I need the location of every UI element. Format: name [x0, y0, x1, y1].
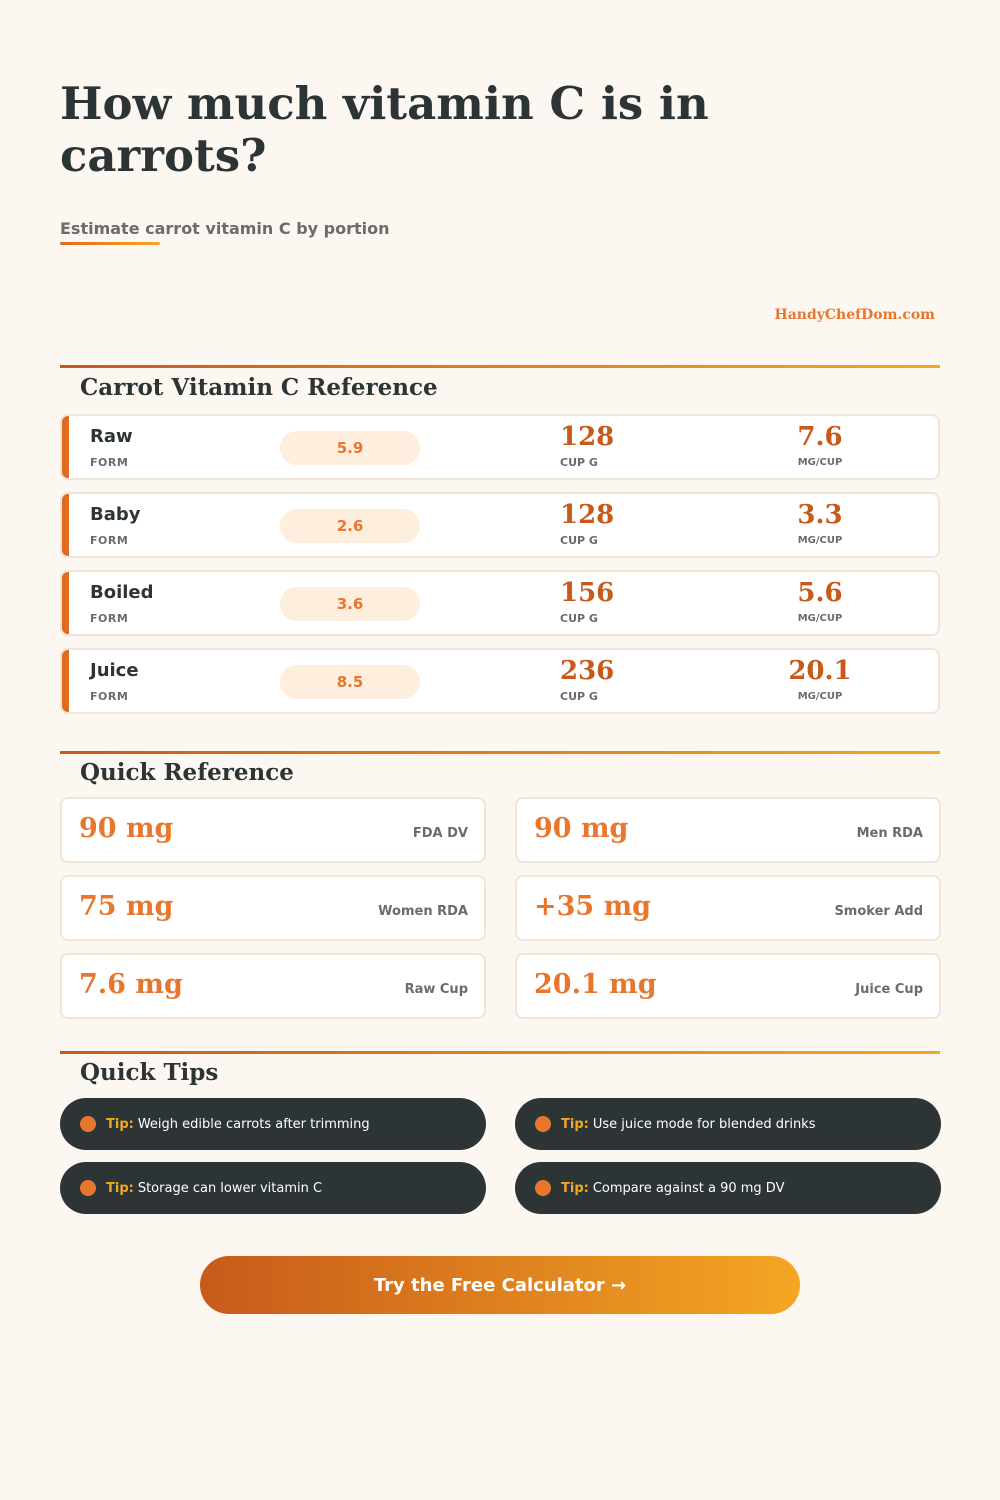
quick-ref-value: 75 mg	[79, 891, 174, 922]
tip-item: Tip: Compare against a 90 mg DV	[515, 1162, 941, 1214]
quick-ref-card: 7.6 mg Raw Cup	[60, 953, 486, 1019]
tip-prefix: Tip:	[106, 1180, 134, 1196]
tip-prefix: Tip:	[561, 1180, 589, 1196]
quick-ref-value: +35 mg	[534, 891, 652, 922]
tip-text: Weigh edible carrots after trimming	[137, 1116, 370, 1132]
quick-ref-label: Smoker Add	[834, 904, 923, 919]
section-divider	[60, 365, 940, 368]
form-name: Juice	[90, 660, 139, 681]
per-100g-pill: 2.6	[280, 509, 420, 543]
quick-reference-title: Quick Reference	[80, 759, 294, 786]
form-name: Baby	[90, 504, 141, 525]
page-title: How much vitamin C is in carrots?	[60, 77, 709, 182]
form-name: Raw	[90, 426, 133, 447]
dot-icon	[535, 1180, 551, 1196]
per-100g-pill: 5.9	[280, 431, 420, 465]
cup-grams-value: 128	[560, 422, 615, 452]
tip-item: Tip: Weigh edible carrots after trimming	[60, 1098, 486, 1150]
mg-per-cup-value: 5.6	[797, 578, 843, 608]
tip-prefix: Tip:	[106, 1116, 134, 1132]
mg-per-cup-value: 20.1	[788, 656, 852, 686]
quick-ref-card: 90 mg FDA DV	[60, 797, 486, 863]
reference-row-raw: Raw FORM 5.9 128 CUP G 7.6 MG/CUP	[60, 414, 940, 480]
quick-ref-value: 7.6 mg	[79, 969, 183, 1000]
cup-grams-label: CUP G	[560, 612, 598, 625]
form-label: FORM	[90, 456, 129, 469]
quick-ref-value: 90 mg	[534, 813, 629, 844]
quick-tips-title: Quick Tips	[80, 1059, 219, 1086]
tip-prefix: Tip:	[561, 1116, 589, 1132]
reference-row-baby: Baby FORM 2.6 128 CUP G 3.3 MG/CUP	[60, 492, 940, 558]
quick-ref-label: Raw Cup	[404, 982, 468, 997]
cup-grams-value: 156	[560, 578, 615, 608]
cup-grams-label: CUP G	[560, 534, 598, 547]
brand-name: HandyChefDom.com	[774, 307, 936, 323]
dot-icon	[80, 1116, 96, 1132]
per-100g-pill: 8.5	[280, 665, 420, 699]
row-accent-bar	[62, 416, 69, 478]
cup-grams-value: 236	[560, 656, 615, 686]
section-divider	[60, 1051, 940, 1054]
section-divider	[60, 751, 940, 754]
quick-ref-card: 75 mg Women RDA	[60, 875, 486, 941]
cup-grams-label: CUP G	[560, 690, 598, 703]
row-accent-bar	[62, 650, 69, 712]
form-label: FORM	[90, 690, 129, 703]
quick-ref-label: FDA DV	[412, 826, 468, 841]
tip-item: Tip: Storage can lower vitamin C	[60, 1162, 486, 1214]
reference-row-juice: Juice FORM 8.5 236 CUP G 20.1 MG/CUP	[60, 648, 940, 714]
reference-section-title: Carrot Vitamin C Reference	[80, 374, 438, 401]
subtitle-underline	[60, 242, 160, 245]
quick-ref-card: 20.1 mg Juice Cup	[515, 953, 941, 1019]
quick-ref-value: 90 mg	[79, 813, 174, 844]
cup-grams-label: CUP G	[560, 456, 598, 469]
mg-per-cup-label: MG/CUP	[797, 613, 843, 624]
tip-text: Use juice mode for blended drinks	[592, 1116, 816, 1132]
cup-grams-value: 128	[560, 500, 615, 530]
row-accent-bar	[62, 572, 69, 634]
mg-per-cup-value: 3.3	[797, 500, 843, 530]
form-label: FORM	[90, 612, 129, 625]
dot-icon	[80, 1180, 96, 1196]
tip-text: Compare against a 90 mg DV	[592, 1180, 785, 1196]
mg-per-cup-label: MG/CUP	[797, 457, 843, 468]
tip-item: Tip: Use juice mode for blended drinks	[515, 1098, 941, 1150]
mg-per-cup-label: MG/CUP	[797, 691, 843, 702]
page-subtitle: Estimate carrot vitamin C by portion	[60, 219, 390, 238]
quick-ref-card: +35 mg Smoker Add	[515, 875, 941, 941]
form-label: FORM	[90, 534, 129, 547]
row-accent-bar	[62, 494, 69, 556]
mg-per-cup-label: MG/CUP	[797, 535, 843, 546]
mg-per-cup-value: 7.6	[797, 422, 843, 452]
quick-ref-card: 90 mg Men RDA	[515, 797, 941, 863]
quick-ref-value: 20.1 mg	[534, 969, 657, 1000]
reference-row-boiled: Boiled FORM 3.6 156 CUP G 5.6 MG/CUP	[60, 570, 940, 636]
form-name: Boiled	[90, 582, 154, 603]
quick-ref-label: Women RDA	[378, 904, 468, 919]
per-100g-pill: 3.6	[280, 587, 420, 621]
try-calculator-button[interactable]: Try the Free Calculator →	[200, 1256, 800, 1314]
tip-text: Storage can lower vitamin C	[137, 1180, 323, 1196]
quick-ref-label: Juice Cup	[855, 982, 923, 997]
dot-icon	[535, 1116, 551, 1132]
quick-ref-label: Men RDA	[856, 826, 923, 841]
